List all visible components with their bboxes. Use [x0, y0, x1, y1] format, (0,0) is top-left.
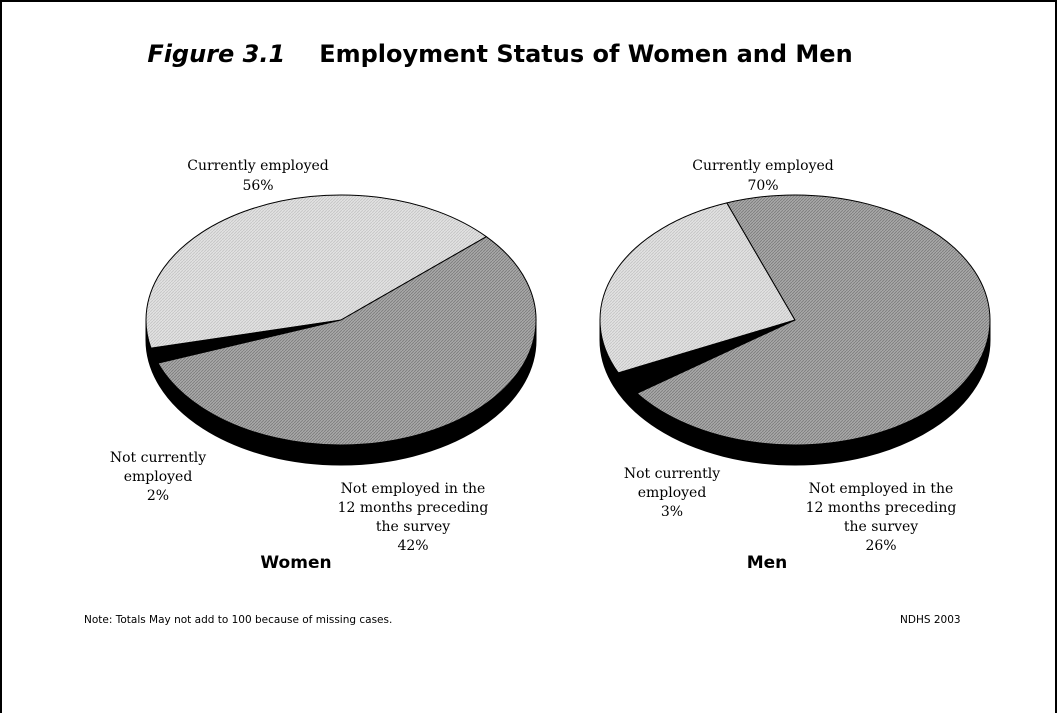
figure-title: Figure 3.1 Employment Status of Women and…: [0, 40, 1000, 68]
pie-women: [145, 194, 537, 466]
women-notcurrent-label-1: Not currently: [110, 450, 206, 466]
men-employed-value: 70%: [747, 178, 778, 194]
women-employed-label: Currently employed: [187, 158, 329, 174]
women-slice-not-employed-12m: [145, 194, 487, 349]
men-notcurrent-label-2: employed: [638, 485, 707, 501]
men-notemployed-value: 26%: [865, 538, 896, 554]
women-notcurrent-value: 2%: [147, 488, 169, 504]
women-notcurrent-label-2: employed: [124, 469, 193, 485]
women-employed-value: 56%: [242, 178, 273, 194]
women-notemployed-label-1: Not employed in the: [341, 481, 486, 497]
men-slice-employed: [636, 194, 991, 446]
women-notemployed-label-3: the survey: [376, 519, 450, 535]
women-notemployed-value: 42%: [397, 538, 428, 554]
footnote: Note: Totals May not add to 100 because …: [84, 614, 393, 626]
men-notcurrent-label-1: Not currently: [624, 466, 720, 482]
men-pie-title: Men: [747, 553, 788, 573]
men-notemployed-label-1: Not employed in the: [809, 481, 954, 497]
men-notemployed-label-3: the survey: [844, 519, 918, 535]
women-notemployed-label-2: 12 months preceding: [338, 500, 489, 516]
pie-men: [599, 194, 991, 466]
women-slice-employed: [157, 236, 537, 446]
women-pie-title: Women: [260, 553, 331, 573]
figure-title-text: Employment Status of Women and Men: [319, 40, 853, 68]
men-notcurrent-value: 3%: [661, 504, 683, 520]
men-employed-label: Currently employed: [692, 158, 834, 174]
men-slice-not-employed-12m: [599, 202, 796, 374]
men-notemployed-label-2: 12 months preceding: [806, 500, 957, 516]
figure-label: Figure 3.1: [147, 40, 286, 68]
source-label: NDHS 2003: [900, 614, 961, 626]
